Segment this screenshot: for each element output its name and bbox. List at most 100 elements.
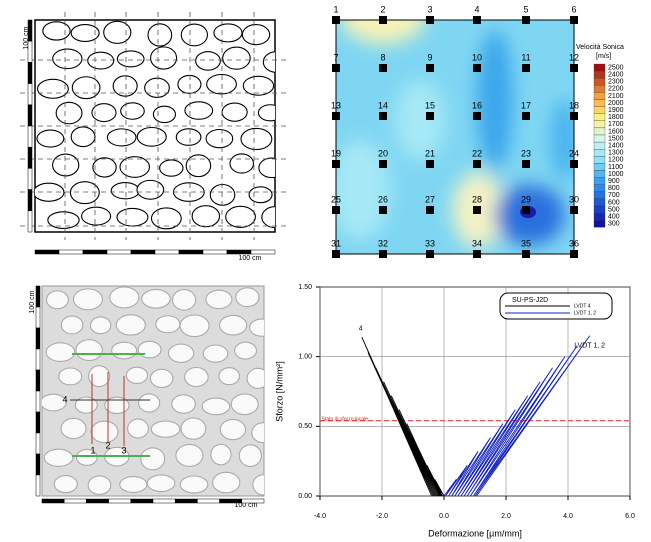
stone — [242, 25, 269, 45]
colorbar-tick-label: 2100 — [608, 93, 624, 100]
annotation: Stato di sforzo locale — [322, 417, 369, 423]
measure-point — [426, 250, 434, 258]
point-label: 22 — [472, 148, 482, 158]
colorbar-cell — [594, 114, 605, 121]
point-label: 1 — [333, 4, 338, 14]
stone — [168, 344, 193, 362]
point-label: 32 — [378, 238, 388, 248]
point-label: 25 — [331, 194, 341, 204]
ruler-segment — [36, 328, 40, 349]
point-label: 8 — [380, 52, 385, 62]
ruler-segment — [36, 349, 40, 370]
stone — [226, 206, 256, 227]
stone — [202, 398, 230, 415]
stone — [92, 104, 116, 122]
colorbar-cell — [594, 100, 605, 107]
colorbar-cell — [594, 121, 605, 128]
ruler-segment — [179, 250, 203, 254]
stone — [252, 423, 274, 443]
stone — [104, 21, 131, 43]
point-label: 30 — [569, 194, 579, 204]
stone — [126, 367, 147, 383]
stone — [222, 103, 247, 121]
stone — [53, 154, 79, 176]
ruler-segment — [59, 250, 83, 254]
point-label: 36 — [569, 238, 579, 248]
stone — [156, 316, 180, 333]
colorbar-tick-label: 700 — [608, 192, 620, 199]
colorbar-cell — [594, 163, 605, 170]
x-tick-label: 2.0 — [501, 513, 511, 520]
measure-point — [426, 112, 434, 120]
ruler-segment — [28, 211, 32, 232]
ruler-segment — [131, 499, 153, 503]
point-label: 24 — [569, 148, 579, 158]
point-label: 5 — [523, 4, 528, 14]
ruler-segment — [251, 250, 275, 254]
stone — [150, 369, 172, 387]
y-tick-label: 1.00 — [298, 354, 312, 361]
series-line — [362, 337, 444, 496]
measure-point — [570, 112, 578, 120]
x-tick-label: -2.0 — [376, 513, 388, 520]
stone — [93, 158, 116, 177]
stone — [176, 444, 203, 466]
colorbar-cell — [594, 71, 605, 78]
measure-point — [473, 160, 481, 168]
stone — [180, 476, 208, 493]
stone — [107, 129, 136, 146]
stone — [128, 419, 149, 438]
ruler-segment — [131, 250, 155, 254]
stone — [203, 345, 228, 362]
stone — [147, 475, 175, 492]
point-label: 20 — [378, 148, 388, 158]
measure-point — [426, 64, 434, 72]
ruler-segment — [28, 190, 32, 211]
colorbar-tick-label: 2000 — [608, 100, 624, 107]
point-label: 17 — [521, 100, 531, 110]
colorbar-tick-label: 1500 — [608, 135, 624, 142]
figure: 100 cm 100 cm 12345678910111213141516171… — [0, 0, 651, 542]
stone — [153, 106, 175, 122]
x-tick-label: 6.0 — [625, 513, 635, 520]
point-label: 6 — [571, 4, 576, 14]
stone — [138, 341, 161, 357]
scale-label: 100 cm — [29, 290, 36, 313]
legend-label: LVDT 1, 2 — [574, 310, 596, 316]
colorbar-cell — [594, 92, 605, 99]
point-label: 11 — [521, 52, 530, 62]
measure-point — [473, 16, 481, 24]
stone — [173, 183, 204, 201]
colorbar-tick-label: 1800 — [608, 114, 624, 121]
colorbar-cell — [594, 213, 605, 220]
measure-point — [473, 250, 481, 258]
stone — [220, 315, 247, 335]
colorbar-tick-label: 2500 — [608, 64, 624, 71]
gauge-label: 2 — [105, 440, 110, 450]
wall-photo: 1 2 3 4 100 cm 100 cm — [29, 286, 274, 509]
stone — [151, 47, 177, 69]
colorbar-tick-label: 1700 — [608, 121, 624, 128]
stone — [110, 287, 139, 308]
stone — [206, 130, 233, 148]
stone — [220, 419, 245, 439]
legend-title: SU-PS-J2D — [512, 297, 548, 304]
stone — [185, 102, 213, 119]
colorbar-cell — [594, 149, 605, 156]
ruler-segment — [220, 499, 242, 503]
stone — [88, 52, 114, 69]
ruler-segment — [83, 250, 107, 254]
colorbar-tick-label: 600 — [608, 199, 620, 206]
scale-label: 100 cm — [239, 255, 262, 262]
stone — [120, 477, 147, 493]
stone — [112, 342, 137, 359]
colorbar-tick-label: 1100 — [608, 164, 623, 171]
colorbar-cell — [594, 107, 605, 114]
point-label: 26 — [378, 194, 388, 204]
colorbar-tick-label: 2200 — [608, 86, 624, 93]
stress-strain-chart: 0.000.501.001.50-4.0-2.00.02.04.06.0Defo… — [274, 284, 635, 539]
colorbar-tick-label: 300 — [608, 221, 620, 228]
colorbar-cell — [594, 185, 605, 192]
stone — [72, 77, 100, 99]
colorbar-tick-label: 1300 — [608, 150, 624, 157]
